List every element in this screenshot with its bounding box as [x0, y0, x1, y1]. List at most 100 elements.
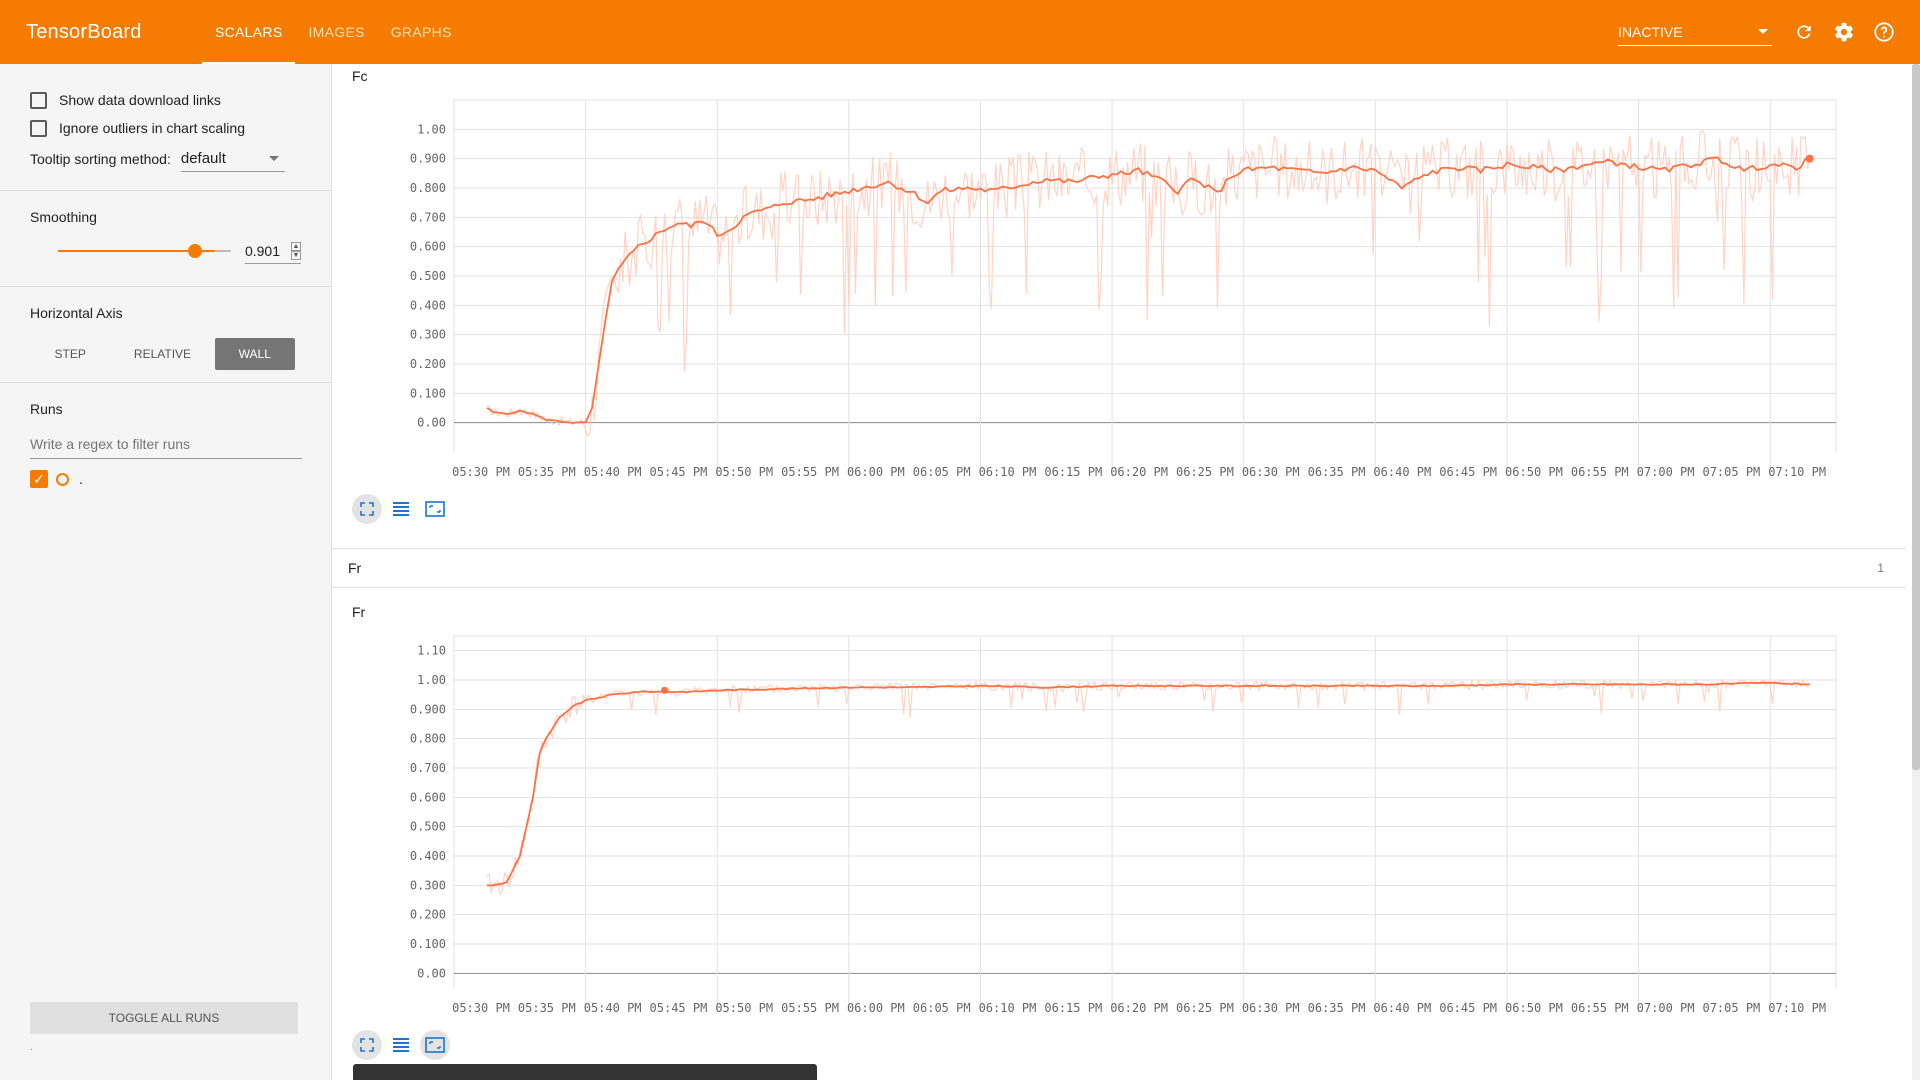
x-tick-label: 05:40 PM: [584, 465, 642, 479]
tag-group-count: 1: [1877, 561, 1884, 575]
y-tick-label: 0.300: [410, 328, 446, 342]
show-download-links-option[interactable]: Show data download links: [30, 86, 301, 114]
x-tick-label: 06:25 PM: [1176, 1001, 1234, 1015]
axis-step-button[interactable]: STEP: [54, 347, 86, 361]
settings-gear-icon[interactable]: [1832, 20, 1856, 44]
x-tick-label: 05:30 PM: [452, 465, 510, 479]
series-endpoint-marker: [1805, 154, 1814, 163]
smoothing-title: Smoothing: [30, 209, 97, 225]
run-checkbox[interactable]: ✓: [30, 470, 48, 488]
inactive-dashboards-dropdown[interactable]: INACTIVE: [1618, 18, 1772, 46]
slider-thumb[interactable]: [187, 244, 202, 258]
x-tick-label: 06:35 PM: [1308, 1001, 1366, 1015]
y-tick-label: 0.700: [410, 210, 446, 224]
smoothing-input[interactable]: 0.901 ▲ ▼: [244, 238, 301, 264]
x-tick-label: 06:05 PM: [913, 1001, 971, 1015]
y-tick-label: 0.800: [410, 732, 446, 746]
tag-group-header[interactable]: Fr 1: [332, 548, 1906, 588]
x-tick-label: 05:40 PM: [584, 1001, 642, 1015]
toggle-log-scale-icon[interactable]: [386, 494, 416, 524]
y-tick-label: 0.200: [410, 908, 446, 922]
tooltip-sorting-value: default: [180, 150, 226, 167]
slider-rest-track: [214, 250, 231, 252]
tooltip-sorting-row: Tooltip sorting method: default: [30, 142, 301, 176]
x-tick-label: 06:50 PM: [1505, 1001, 1563, 1015]
x-tick-label: 05:50 PM: [715, 465, 773, 479]
x-tick-label: 07:10 PM: [1768, 1001, 1826, 1015]
axis-wall-button[interactable]: WALL: [214, 338, 295, 370]
top-app-bar: TensorBoard SCALARS IMAGES GRAPHS INACTI…: [0, 0, 1920, 64]
tooltip-header-time: Time: [598, 1078, 626, 1080]
app-title: TensorBoard: [26, 20, 142, 43]
chart-fr[interactable]: 0.00 0.100 0.200 0.300 0.400 0.500 0.600 0.700 0…: [348, 626, 1888, 1026]
y-tick-label: 0.200: [410, 357, 446, 371]
smoothing-value: 0.901: [244, 242, 280, 259]
x-tick-label: 05:45 PM: [650, 465, 708, 479]
y-tick-label: 0.300: [410, 878, 446, 892]
tooltip-sorting-dropdown[interactable]: default: [180, 146, 285, 172]
x-tick-label: 07:00 PM: [1637, 465, 1695, 479]
ignore-outliers-checkbox[interactable]: [30, 119, 47, 137]
spin-down-icon[interactable]: ▼: [291, 250, 301, 260]
x-tick-label: 07:00 PM: [1637, 1001, 1695, 1015]
x-tick-label: 07:05 PM: [1702, 465, 1760, 479]
run-color-swatch[interactable]: [56, 472, 69, 486]
tab-scalars[interactable]: SCALARS: [202, 0, 296, 64]
smoothed-series-line: [486, 681, 1810, 887]
tooltip-header-relative: Relative: [724, 1078, 770, 1080]
tab-images[interactable]: IMAGES: [308, 24, 365, 40]
x-tick-label: 05:35 PM: [518, 1001, 576, 1015]
y-tick-label: 0.700: [410, 761, 446, 775]
ignore-outliers-label: Ignore outliers in chart scaling: [59, 120, 245, 136]
ignore-outliers-option[interactable]: Ignore outliers in chart scaling: [30, 114, 301, 142]
chart-fc[interactable]: 0.00 0.100 0.200 0.300 0.400 0.500 0.600 0.700 0…: [348, 90, 1888, 490]
smoothing-slider[interactable]: [58, 244, 231, 258]
tab-graphs[interactable]: GRAPHS: [390, 24, 452, 40]
horizontal-axis-options: STEP RELATIVE WALL: [30, 327, 301, 381]
x-tick-label: 06:45 PM: [1439, 1001, 1497, 1015]
series-hover-marker: [661, 686, 669, 694]
sidebar: Show data download links Ignore outliers…: [0, 64, 332, 1080]
spin-up-icon[interactable]: ▲: [291, 241, 301, 251]
toggle-all-runs-button[interactable]: TOGGLE ALL RUNS: [30, 1002, 298, 1034]
horizontal-axis-title: Horizontal Axis: [30, 305, 123, 321]
raw-series-line: [486, 129, 1811, 438]
fit-domain-icon[interactable]: [420, 1030, 450, 1060]
smoothing-control: 0.901 ▲ ▼: [30, 231, 301, 271]
x-tick-label: 05:50 PM: [715, 1001, 773, 1015]
toggle-log-scale-icon[interactable]: [386, 1030, 416, 1060]
x-tick-label: 06:40 PM: [1373, 1001, 1431, 1015]
y-tick-label: 0.400: [410, 298, 446, 312]
y-tick-label: 0.00: [417, 966, 446, 980]
x-tick-label: 05:55 PM: [781, 465, 839, 479]
scrollbar-thumb[interactable]: [1912, 64, 1920, 770]
main-scrollbar[interactable]: [1912, 64, 1920, 1080]
display-options-section: Show data download links Ignore outliers…: [0, 64, 331, 191]
runs-title: Runs: [30, 401, 63, 417]
help-icon[interactable]: [1872, 20, 1896, 44]
y-tick-label: 0.500: [410, 269, 446, 283]
x-tick-label: 06:30 PM: [1242, 465, 1300, 479]
runs-filter-input[interactable]: Write a regex to filter runs: [30, 429, 302, 459]
x-tick-label: 06:55 PM: [1571, 465, 1629, 479]
y-tick-label: 0.400: [410, 849, 446, 863]
x-tick-label: 05:35 PM: [518, 465, 576, 479]
y-tick-label: 0.600: [410, 790, 446, 804]
fullscreen-icon[interactable]: [352, 494, 382, 524]
reload-icon[interactable]: [1792, 20, 1816, 44]
number-spinner[interactable]: ▲ ▼: [291, 241, 301, 260]
y-tick-label: 1.10: [417, 644, 446, 658]
tag-group-name: Fr: [348, 560, 362, 576]
inactive-dashboards-label: INACTIVE: [1618, 23, 1683, 40]
fullscreen-icon[interactable]: [352, 1030, 382, 1060]
show-download-links-checkbox[interactable]: [30, 91, 47, 109]
chart-fr-toolbar: [352, 1030, 450, 1060]
x-tick-label: 06:25 PM: [1176, 465, 1234, 479]
x-tick-label: 06:20 PM: [1110, 465, 1168, 479]
axis-relative-button[interactable]: RELATIVE: [133, 347, 192, 361]
y-tick-label: 0.500: [410, 820, 446, 834]
data-location-label: .: [30, 1042, 33, 1053]
fit-domain-icon[interactable]: [420, 494, 450, 524]
chart-title-fc: Fc: [352, 68, 368, 84]
tooltip-header-value: Value: [514, 1078, 545, 1080]
